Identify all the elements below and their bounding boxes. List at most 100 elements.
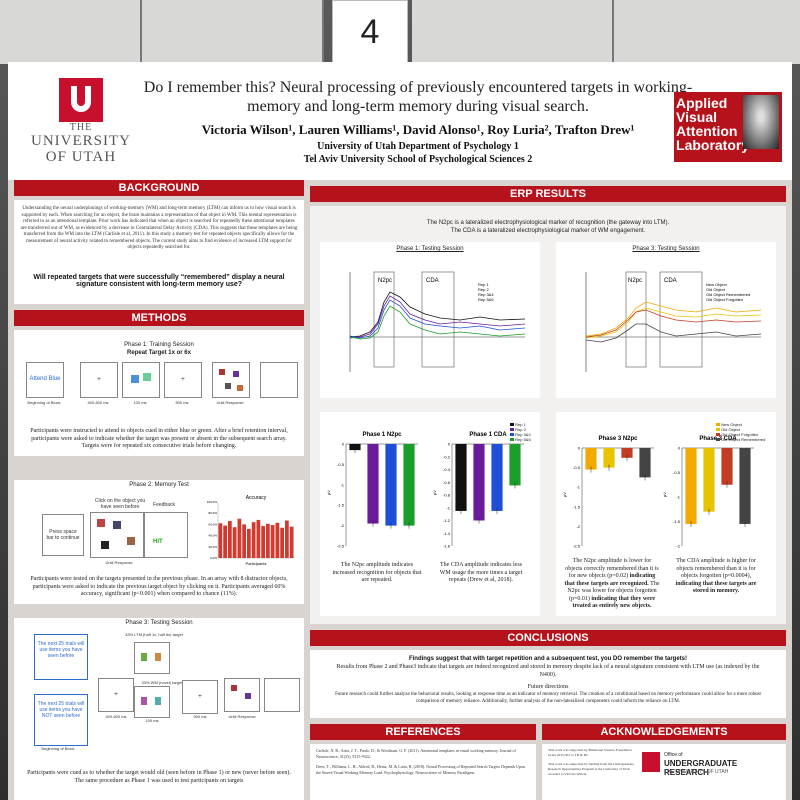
start-frame: Press space bar to continue [42,514,84,556]
tick-label: 0 [342,442,345,447]
fixation-frame: + [98,678,134,712]
reference-2: Drew, T., Williams, L. H., Aldred, B., H… [316,764,525,775]
chart-title: Phase 1 CDA [469,432,507,438]
tick-label: -0.8 [443,493,451,498]
tick-label: -0.5 [337,462,345,467]
tick-label: -1.5 [573,504,581,509]
tick-label: 80.0% [208,511,217,515]
phase1-waveform-panel: Phase 1: Testing Session N2pc CDA Rep 1 … [320,242,540,398]
bar [585,448,597,470]
tick-label: -0.5 [673,470,681,475]
phase3-n2pc-caption: The N2pc amplitude is lower for objects … [564,558,660,611]
old-items-instruction: The next 25 trials will use items you ha… [34,634,88,680]
tick-label: 40.0% [208,534,217,538]
wall-panel [142,0,324,64]
bar [721,448,733,485]
chart-title: Phase 1 N2pc [362,432,402,438]
legend-rep34: Rep 3&4 [478,292,494,297]
bar [473,444,485,521]
tick-label: 0 [678,446,681,451]
object-icon [101,541,109,549]
bar [491,444,503,511]
phase1-bar-legend: Rep 1 Rep 2 Rep 3&4 Rep 5&6 [510,422,531,442]
rep1-waveform [349,291,526,338]
object-icon [237,385,243,391]
affiliation-1: University of Utah Department of Psychol… [317,141,519,152]
n2pc-window [373,271,395,368]
phase3-new-label: 33% WM (novel) target [141,680,183,685]
phase1-waveform-plot: N2pc CDA Rep 1 Rep 2 Rep 3&4 Rep 5&6 [349,271,526,372]
acknowledgements-panel: This work was supported by Binational Sc… [542,744,786,800]
logo-the: THE [69,122,93,133]
tick-label: -2 [576,524,580,529]
object-icon [155,653,161,661]
old-items-text: The next 25 trials will use items you ha… [37,641,85,659]
bar [639,448,651,478]
references-heading: REFERENCES [310,724,536,740]
retention-frame: + [164,362,202,398]
n2pc-label: N2pc [628,278,642,284]
object-icon [127,537,135,545]
future-directions-title: Future directions [527,684,569,690]
wall-panel [412,0,614,64]
wall-panel [0,0,142,64]
accuracy-bar [223,525,227,558]
university-logo: THE UNIVERSITY OF UTAH [26,78,136,165]
cue-text: Attend Blue [29,376,61,382]
rep2-waveform [349,295,526,339]
tick-label: -0.5 [573,465,581,470]
undergraduate-research-text: UNDERGRADUATE RESEARCH [664,759,738,777]
phase2-method-caption: Participants were tested on the targets … [30,576,288,597]
accuracy-bar [247,528,251,558]
object-icon [231,685,237,691]
university-of-utah-text: THE UNIVERSITY OF UTAH [664,769,729,775]
logo-university: UNIVERSITY [31,133,131,149]
wall-panel [614,0,800,64]
n2pc-definition: The N2pc is a lateralized electrophysiol… [426,220,670,226]
retention-frame: + [182,680,218,714]
tick-label: 0 [578,446,581,451]
phase1-method-subtitle: Repeat Target 1x or 6x [127,350,191,356]
tick-label: -2.5 [337,544,345,549]
accuracy-bar [275,522,280,558]
phase1-method-panel: Phase 1: Training Session Repeat Target … [14,330,304,456]
object-icon [155,697,161,705]
phase1-method-title: Phase 1: Training Session [124,342,194,348]
response-frame [264,678,300,712]
timing-label: 400-600 ms [87,400,109,405]
phase1-n2pc-chart: Phase 1 N2pc 0 -0.5 -1 -1.5 -2 -2.5 µV [326,432,418,549]
lab-word: pplied [686,95,728,111]
accuracy-bar [266,523,270,558]
legend-rep56: Rep 5&6 [478,297,494,302]
old-object-waveform [585,307,762,339]
legend-item: Rep 5&6 [515,437,531,442]
poster: THE UNIVERSITY OF UTAH Do I remember thi… [8,62,792,800]
acknowledgement-2: This work was supported by funding from … [548,762,634,776]
phase3-method-panel: Phase 3: Testing Session 33% LTM (half 1… [14,618,304,800]
old-remembered-waveform [585,309,762,338]
object-icon [233,371,239,377]
conclusions-headline: Findings suggest that with target repeti… [408,656,688,662]
phase3-bar-legend: New Object Old Object Old Object Forgott… [716,422,765,442]
tick-label: -0.4 [443,467,451,472]
caption-part: The CDA amplitude is higher for objects … [676,558,756,579]
office-of-text: Office of [664,752,683,758]
tick-label: -1.6 [443,544,451,549]
accuracy-bar [242,524,246,558]
conclusions-heading: CONCLUSIONS [310,630,786,646]
background-panel: Understanding the neural underpinnings o… [14,200,304,304]
chest-xray-image [743,95,779,149]
phase3-waveform-plot: N2pc CDA New Object Old Object Old Objec… [585,271,762,372]
new-memory-array [134,686,170,718]
tick-label: -2.5 [573,544,581,549]
legend-item: New Object [721,422,742,427]
bar [385,444,397,526]
block-u-icon [642,752,660,772]
timing-label: Beginning of Block [27,400,61,405]
cda-label: CDA [426,278,439,284]
y-axis-label: µV [326,490,331,495]
cda-label: CDA [664,278,677,284]
accuracy-bar [261,526,265,558]
accuracy-bar [232,527,237,558]
